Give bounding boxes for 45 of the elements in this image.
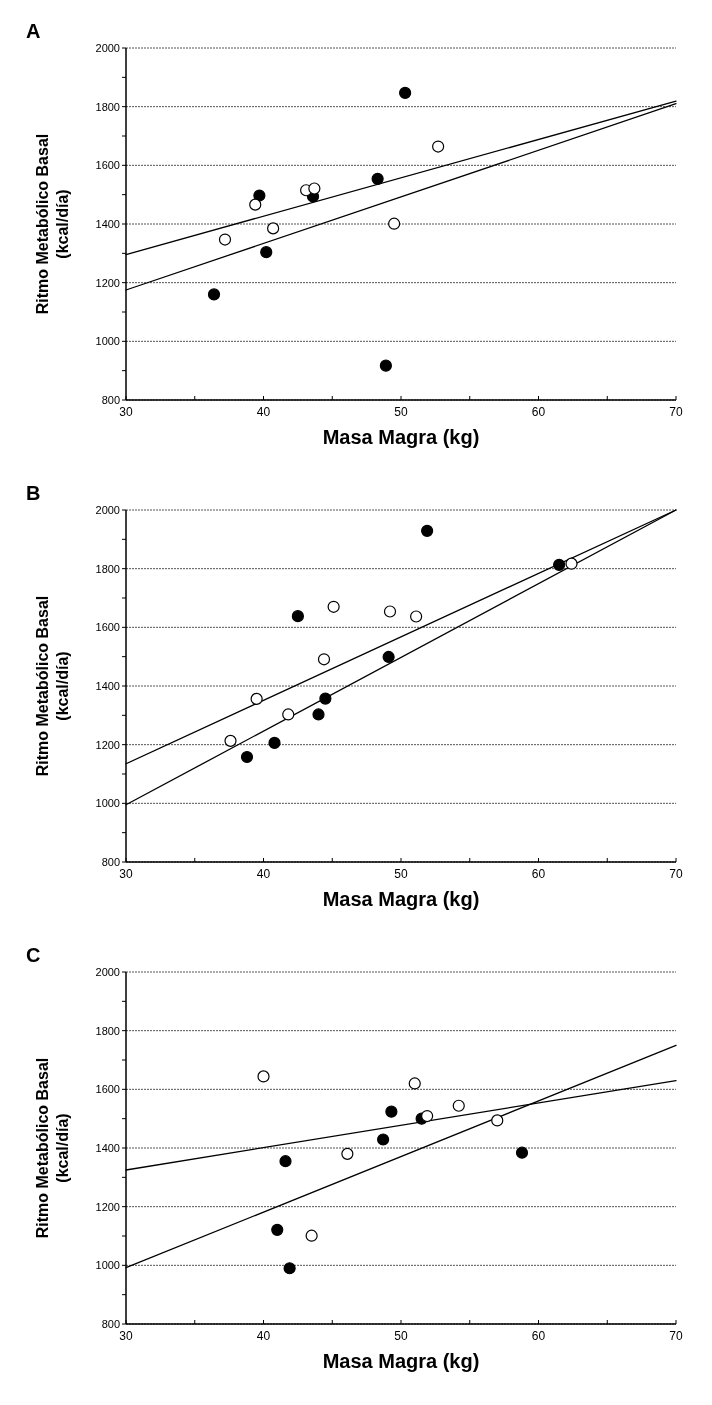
x-tick-label: 30 (119, 1329, 133, 1343)
y-tick-label: 2000 (95, 41, 120, 54)
y-tick-label: 1200 (95, 276, 120, 289)
y-tick-label: 1400 (95, 217, 120, 230)
y-tick-label: 1800 (95, 100, 120, 113)
x-tick-label: 40 (256, 1329, 271, 1343)
x-axis-title: Masa Magra (kg) (322, 1350, 480, 1372)
x-tick-label: 30 (119, 867, 133, 881)
y-tick-label: 800 (101, 855, 120, 868)
y-axis-title: Ritmo Metabólico Basal (kcal/día) (34, 595, 71, 777)
y-tick-label: 1800 (95, 1024, 120, 1037)
y-tick-label: 1400 (95, 679, 120, 692)
x-axis-title: Masa Magra (kg) (322, 888, 480, 910)
y-tick-label: 2000 (95, 503, 120, 516)
x-tick-label: 40 (256, 867, 271, 881)
y-tick-label: 1600 (95, 1083, 120, 1096)
y-tick-label: 800 (101, 1317, 120, 1330)
y-tick-label: 1600 (95, 159, 120, 172)
y-tick-label: 1200 (95, 1200, 120, 1213)
y-tick-label: 1400 (95, 1141, 120, 1154)
chart-title: B (26, 482, 41, 504)
x-tick-label: 70 (669, 867, 683, 881)
x-tick-label: 70 (669, 1329, 683, 1343)
y-tick-label: 800 (101, 393, 120, 406)
chart-title: C (26, 944, 41, 966)
x-tick-label: 70 (669, 405, 683, 419)
x-tick-label: 50 (394, 405, 408, 419)
y-tick-label: 1800 (95, 562, 120, 575)
x-tick-label: 40 (256, 405, 271, 419)
x-tick-label: 50 (394, 867, 408, 881)
y-axis-title: Ritmo Metabólico Basal (kcal/día) (34, 133, 71, 315)
y-axis-title: Ritmo Metabólico Basal (kcal/día) (34, 1057, 71, 1239)
x-tick-label: 30 (119, 405, 133, 419)
y-tick-label: 2000 (95, 965, 120, 978)
y-tick-label: 1000 (95, 797, 120, 810)
x-tick-label: 60 (531, 1329, 546, 1343)
x-tick-label: 60 (531, 867, 546, 881)
x-tick-label: 50 (394, 1329, 408, 1343)
y-tick-label: 1600 (95, 621, 120, 634)
y-tick-label: 1000 (95, 335, 120, 348)
y-tick-label: 1200 (95, 738, 120, 751)
chart-title: A (26, 20, 41, 42)
x-axis-title: Masa Magra (kg) (322, 426, 480, 448)
y-tick-label: 1000 (95, 1259, 120, 1272)
x-tick-label: 60 (531, 405, 546, 419)
